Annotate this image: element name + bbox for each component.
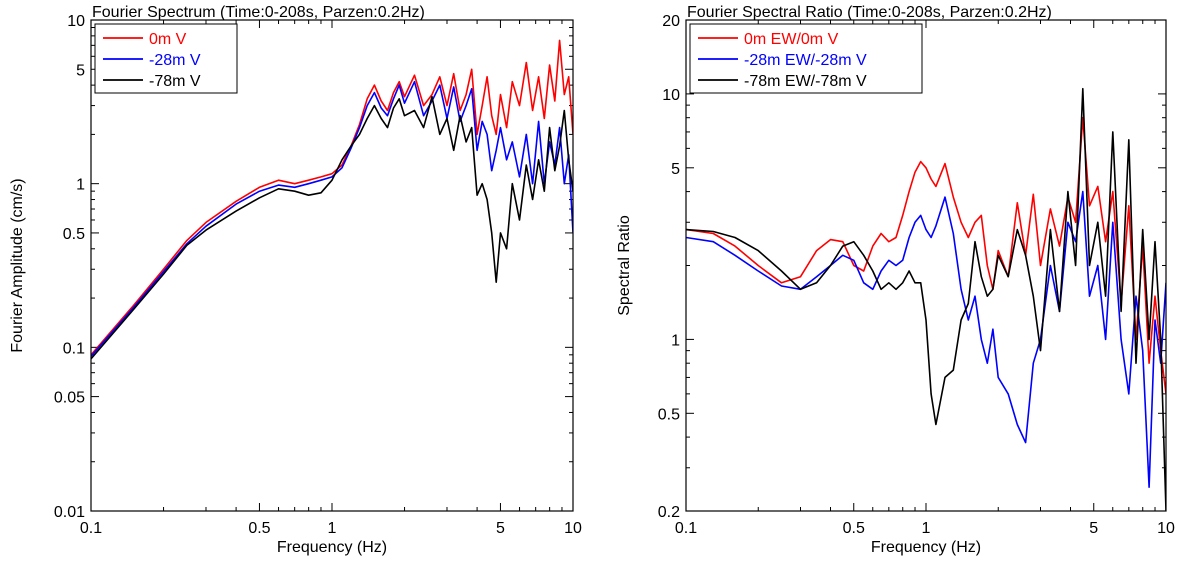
y-tick-label: 0.1 (63, 340, 85, 357)
x-axis-label: Frequency (Hz) (277, 539, 387, 556)
y-tick-label: 20 (662, 13, 680, 30)
series-line-2 (686, 190, 1166, 489)
plot-frame (90, 19, 574, 512)
legend-label: -78m EW/-78m V (744, 73, 867, 90)
y-tick-label: 5 (671, 161, 680, 178)
chart-2: 0.1 0.5 1 5 10 0.2 0.5 1 5 10 20 Fourier Spectral R… (616, 4, 1175, 556)
series-line-3 (686, 87, 1166, 511)
legend-label: 0m V (149, 31, 187, 48)
plot-frame (685, 19, 1167, 512)
x-axis-label: Frequency (Hz) (871, 539, 981, 556)
y-tick-label: 0.5 (63, 226, 85, 243)
y-tick-label: 1 (671, 332, 680, 349)
legend-label: -28m V (149, 52, 201, 69)
y-axis-label: Fourier Amplitude (cm/s) (9, 178, 26, 352)
y-tick-label: 0.5 (658, 406, 680, 423)
y-axis-label: Spectral Ratio (616, 215, 633, 316)
y-tick-label: 1 (76, 177, 85, 194)
legend: 0m V -28m V -78m V (94, 23, 238, 94)
x-tick-label: 1 (328, 520, 337, 537)
y-tick-label: 0.05 (54, 390, 85, 407)
legend-label: 0m EW/0m V (744, 31, 839, 48)
y-tick-label: 10 (662, 87, 680, 104)
x-tick-label: 10 (1157, 520, 1175, 537)
x-tick-label: 0.5 (843, 520, 865, 537)
chart-1: 0.1 0.5 1 5 10 0.01 0.05 0.1 0.5 1 5 10 Fourier Spec… (9, 4, 582, 556)
legend-label: -28m EW/-28m V (744, 52, 867, 69)
x-tick-label: 1 (922, 520, 931, 537)
y-tick-label: 5 (76, 62, 85, 79)
x-tick-label: 5 (496, 520, 505, 537)
series-line-1 (686, 116, 1166, 394)
series-line-1 (91, 39, 573, 356)
x-tick-label: 5 (1089, 520, 1098, 537)
x-tick-label: 0.1 (80, 520, 102, 537)
plot-area (686, 87, 1166, 511)
chart-title: Fourier Spectral Ratio (Time:0-208s, Par… (687, 4, 1052, 21)
x-tick-label: 0.1 (675, 520, 697, 537)
x-tick-label: 10 (564, 520, 582, 537)
x-tick-label: 0.5 (248, 520, 270, 537)
legend: 0m EW/0m V -28m EW/-28m V -78m EW/-78m V (689, 23, 923, 94)
series-line-3 (91, 95, 573, 360)
series-line-2 (91, 80, 573, 357)
chart-title: Fourier Spectrum (Time:0-208s, Parzen:0.… (92, 4, 425, 21)
y-tick-label: 0.2 (658, 504, 680, 521)
legend-label: -78m V (149, 73, 201, 90)
y-tick-label: 0.01 (54, 504, 85, 521)
plot-area (91, 39, 573, 360)
y-tick-label: 10 (67, 13, 85, 30)
axis-ticks (90, 19, 574, 512)
